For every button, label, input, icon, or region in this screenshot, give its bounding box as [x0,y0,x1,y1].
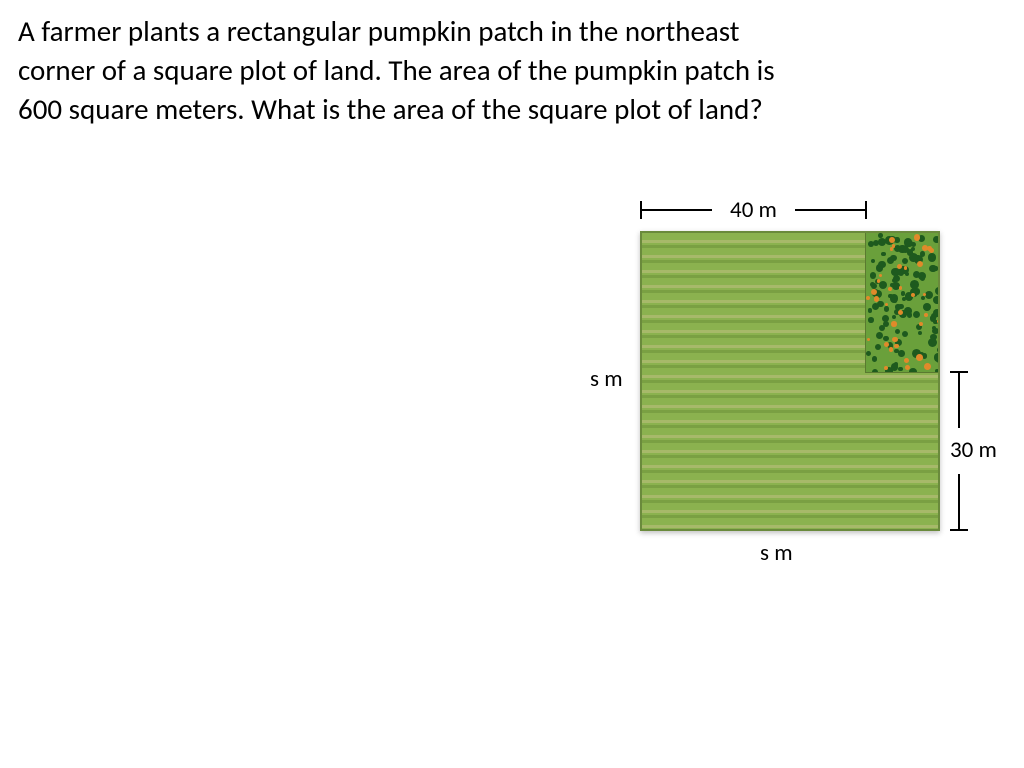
pumpkin-dot [905,365,910,370]
leaf-dot [918,331,923,336]
leaf-dot [890,255,897,262]
top-dimension: 40 m [640,195,867,225]
leaf-dot [928,253,936,261]
leaf-dot [876,332,883,339]
leaf-dot [884,306,890,312]
leaf-dot [879,281,887,289]
pumpkin-dot [879,274,882,277]
dim-line-right [795,209,865,211]
leaf-dot [902,297,906,301]
leaf-dot [937,347,938,353]
pumpkin-dot [867,338,871,342]
pumpkin-dot [892,337,898,343]
dim-line-top-v [958,373,960,428]
leaf-dot [872,369,878,373]
pumpkin-dot [866,296,870,300]
leaf-dot [929,265,936,272]
leaf-dot [878,238,886,246]
leaf-dot [866,351,871,356]
leaf-dot [888,294,892,298]
pumpkin-dot [937,320,938,323]
bottom-side-label: s m [760,539,793,567]
leaf-dot [935,369,938,373]
leaf-dot [868,308,872,312]
leaf-dot [910,280,919,289]
leaf-dot [911,247,915,251]
leaf-dot [895,329,900,334]
leaf-dot [878,261,885,268]
leaf-dot [909,253,918,262]
diagram: 40 m s m s m 30 m [560,195,990,575]
leaf-dot [893,275,900,282]
pumpkin-dot [927,246,932,251]
leaf-dot [877,301,883,307]
pumpkin-dot [917,261,923,267]
pumpkin-dot [914,234,920,240]
dim-bracket-right [865,201,867,219]
pumpkin-dot [891,321,896,326]
leaf-dot [935,287,938,295]
leaf-dot [875,344,881,350]
pumpkin-dot [877,279,881,283]
leaf-dot [883,336,889,342]
pumpkin-dot [888,287,892,291]
leaf-dot [933,236,938,243]
leaf-dot [894,237,899,242]
leaf-dot [894,362,899,367]
pumpkin-dot [885,303,888,306]
leaf-dot [933,296,938,304]
pumpkin-dot [884,366,888,370]
left-side-label: s m [590,365,623,393]
square-plot [640,231,940,531]
pumpkin-dot [924,313,928,317]
dim-bracket-bottom [950,529,968,531]
leaf-dot [881,252,885,256]
leaf-dot [898,367,903,372]
leaf-dot [913,311,921,319]
leaf-dot [909,368,917,373]
pumpkin-patch [865,233,938,373]
problem-text: A farmer plants a rectangular pumpkin pa… [18,12,798,129]
leaf-dot [870,272,876,278]
dim-line-left [642,209,712,211]
leaf-dot [892,315,896,319]
leaf-dot [911,242,917,248]
pumpkin-dot [916,354,923,361]
pumpkin-dot [904,358,909,363]
right-dimension: 30 m [950,371,1010,531]
top-dimension-label: 40 m [726,196,781,224]
leaf-dot [895,304,900,309]
pumpkin-dot [919,322,923,326]
leaf-dot [898,350,904,356]
leaf-dot [878,233,883,238]
right-dimension-label: 30 m [950,436,997,464]
leaf-dot [882,315,889,322]
leaf-dot [871,259,875,263]
leaf-dot [902,258,909,265]
dim-line-bottom-v [958,474,960,529]
pumpkin-dot [899,286,902,289]
leaf-dot [904,307,912,315]
pumpkin-dot [894,344,899,349]
leaf-dot [893,298,897,302]
leaf-dot [923,303,931,311]
leaf-dot [931,313,937,319]
leaf-dot [902,331,908,337]
leaf-dot [928,338,937,347]
leaf-dot [872,356,878,362]
pumpkin-dot [890,247,893,250]
leaf-dot [936,355,938,362]
pumpkin-dot [871,289,877,295]
pumpkin-dot [889,347,894,352]
pumpkin-dot [924,363,931,370]
leaf-dot [868,241,874,247]
leaf-dot [918,272,926,280]
pumpkin-dot [904,266,907,269]
leaf-dot [868,317,874,323]
leaf-dot [905,272,909,276]
